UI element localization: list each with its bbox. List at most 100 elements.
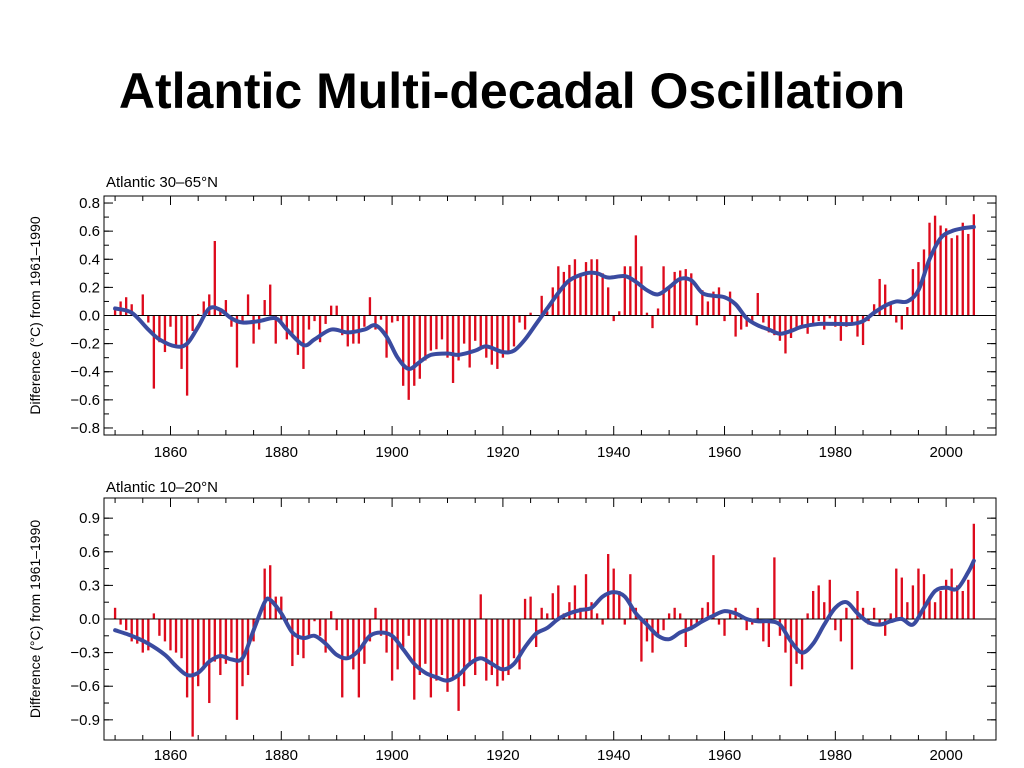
bar: [601, 619, 604, 625]
bar: [922, 574, 926, 619]
bar: [773, 315, 776, 336]
bar: [828, 315, 831, 319]
bar: [141, 619, 144, 653]
bar: [911, 269, 915, 316]
bar: [241, 315, 244, 323]
bar: [667, 613, 671, 619]
bar: [850, 619, 854, 670]
bar: [313, 315, 316, 322]
bar: [839, 315, 843, 341]
bar: [329, 611, 333, 619]
bar: [673, 607, 676, 619]
bar: [496, 619, 499, 687]
bar: [645, 312, 649, 316]
bar: [252, 315, 255, 344]
bar: [158, 619, 161, 636]
bar: [595, 613, 599, 619]
bar: [601, 273, 604, 316]
bar: [263, 568, 266, 619]
bar: [235, 619, 239, 720]
y-tick-label: −0.9: [70, 712, 100, 729]
bar: [424, 619, 427, 664]
x-tick-label: 1900: [375, 444, 408, 461]
bar: [346, 619, 349, 659]
bar: [695, 315, 698, 326]
bar: [446, 315, 449, 358]
y-tick-label: 0.6: [79, 544, 100, 561]
bar: [147, 315, 150, 323]
bar: [551, 593, 554, 619]
bar: [318, 619, 322, 636]
bar: [651, 315, 654, 329]
bar: [501, 619, 505, 681]
bar: [884, 284, 887, 316]
bar: [950, 238, 953, 316]
bar: [208, 294, 211, 316]
bar: [690, 273, 693, 316]
bar: [374, 607, 377, 619]
bar: [440, 315, 444, 340]
bar: [202, 619, 205, 670]
y-tick-label: −0.3: [70, 645, 100, 662]
bar: [961, 222, 964, 316]
bar: [124, 619, 128, 631]
bar: [739, 315, 743, 330]
y-tick-label: 0.0: [79, 611, 100, 628]
bar: [119, 619, 122, 625]
bar: [241, 619, 244, 687]
bar: [756, 607, 759, 619]
bar: [307, 619, 311, 639]
bar: [219, 619, 222, 676]
bar: [728, 291, 732, 316]
bar: [462, 619, 466, 687]
bar: [174, 315, 178, 346]
bar: [717, 287, 721, 316]
bar: [468, 619, 471, 667]
y-tick-label: 0.3: [79, 577, 100, 594]
bar: [512, 619, 516, 659]
bar: [474, 619, 477, 676]
bar: [424, 315, 427, 361]
bar: [618, 590, 621, 619]
bar: [296, 315, 300, 355]
panel-label: Atlantic 10–20°N: [106, 479, 218, 496]
bar: [402, 619, 405, 648]
bar: [152, 613, 156, 619]
bar: [224, 619, 228, 664]
x-tick-label: 1960: [708, 747, 741, 764]
bar: [435, 619, 438, 681]
bar: [374, 315, 377, 330]
bar: [961, 590, 964, 619]
bar: [407, 619, 410, 636]
bar: [684, 269, 687, 316]
bar: [213, 240, 216, 316]
bar: [590, 259, 593, 316]
bar: [629, 266, 632, 316]
bar: [341, 315, 344, 336]
bar: [136, 619, 139, 644]
bar: [291, 619, 294, 667]
bar: [623, 619, 626, 625]
bar: [845, 607, 848, 619]
bar: [368, 297, 372, 316]
bar: [435, 315, 438, 350]
bar: [147, 619, 150, 651]
bar: [656, 308, 660, 316]
y-tick-label: −0.6: [70, 678, 100, 695]
y-tick-label: 0.0: [79, 308, 100, 325]
bar: [667, 287, 671, 316]
bar: [812, 315, 815, 326]
bar: [861, 607, 865, 619]
bar: [573, 585, 577, 619]
bar: [280, 315, 283, 323]
bar: [933, 215, 937, 316]
bar: [928, 596, 931, 619]
bar: [579, 274, 582, 316]
bar: [407, 315, 410, 400]
bar: [679, 270, 682, 316]
bar: [418, 619, 421, 676]
bar: [479, 594, 482, 619]
bar: [113, 607, 117, 619]
bar: [573, 259, 577, 316]
y-tick-label: −0.8: [70, 420, 100, 437]
